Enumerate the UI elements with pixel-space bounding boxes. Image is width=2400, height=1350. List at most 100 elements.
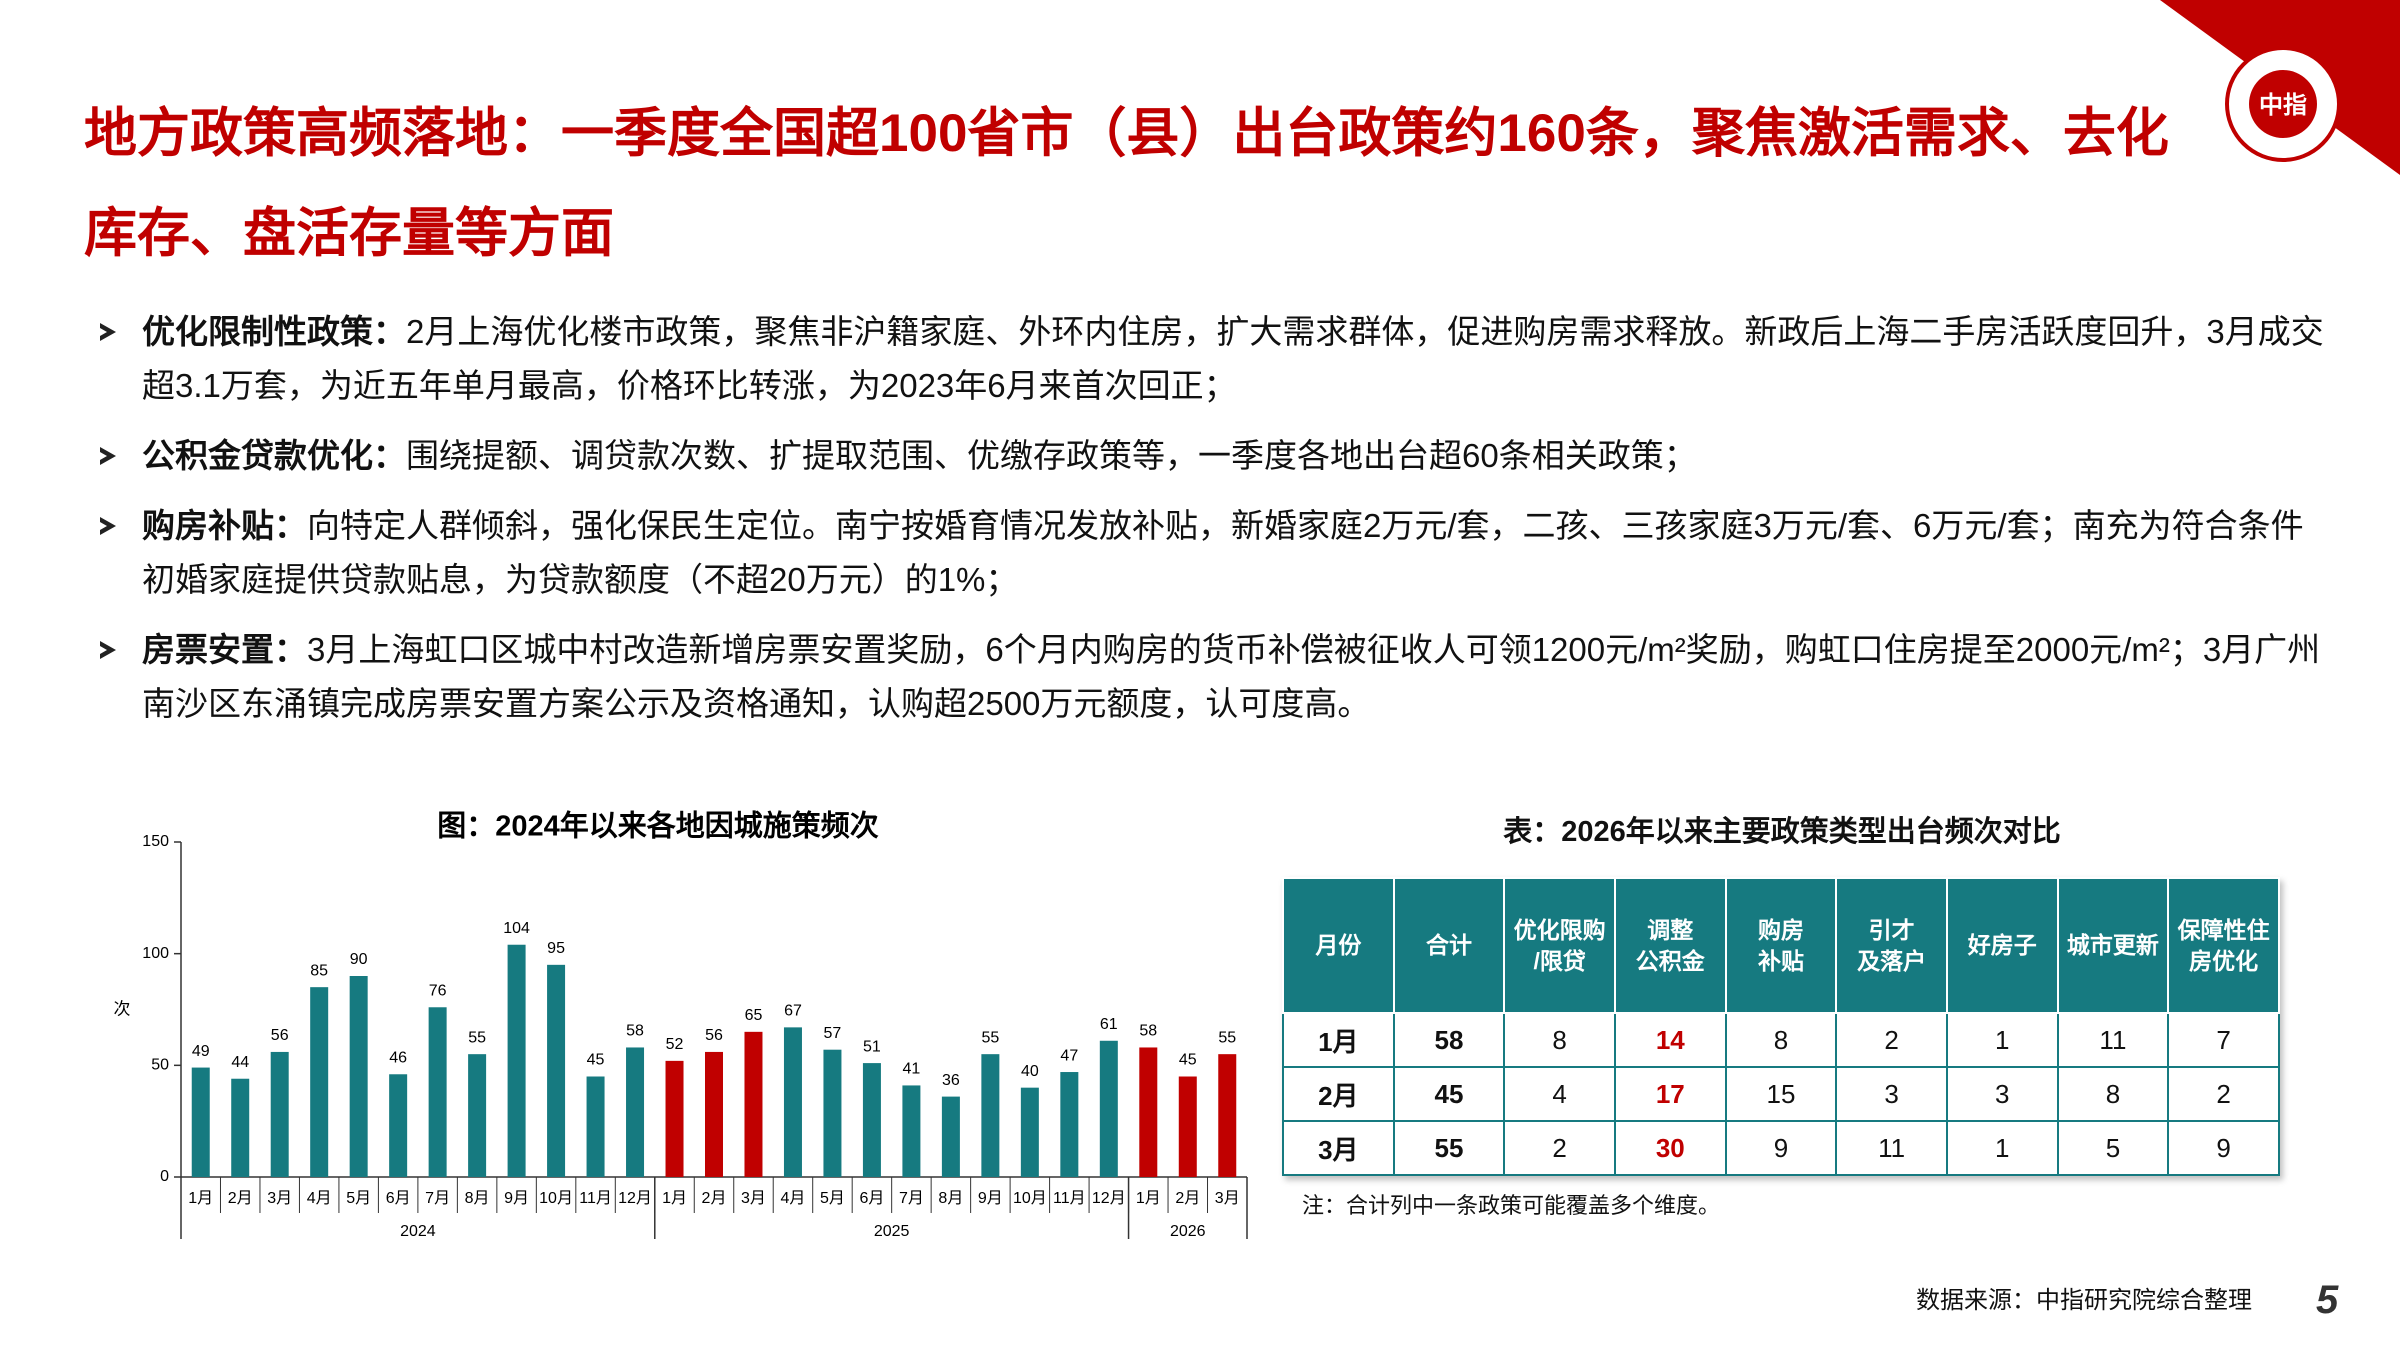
bullet-text: 3月上海虹口区城中村改造新增房票安置奖励，6个月内购房的货币补偿被征收人可领12… [142, 631, 2321, 722]
x-tick-label: 5月 [346, 1190, 371, 1207]
x-tick-label: 9月 [978, 1190, 1003, 1207]
data-label: 47 [1060, 1047, 1078, 1064]
bar [1020, 1087, 1039, 1177]
policy-table: 月份 合计 优化限购 /限贷 调整 公积金 购房 补贴 引才 及落户 好房子 城市更新 保障性住… [1282, 877, 2280, 1176]
table-cell: 1 [1945, 1120, 2059, 1176]
data-label: 46 [389, 1049, 407, 1066]
data-label: 76 [429, 982, 447, 999]
logo-text: 中指 [2259, 91, 2307, 119]
table-cell: 3 [1835, 1066, 1948, 1122]
table-row: 1月 58 8 14 8 2 1 11 7 [1282, 1012, 2280, 1068]
data-label: 49 [192, 1043, 210, 1060]
x-tick-label: 7月 [899, 1190, 924, 1207]
table-cell: 55 [1392, 1120, 1506, 1176]
x-tick-label: 10月 [539, 1190, 573, 1207]
bar [941, 1096, 960, 1177]
bar [705, 1051, 723, 1177]
bar [586, 1076, 605, 1177]
bullet-marker [100, 323, 116, 341]
table-cell: 1 [1945, 1012, 2059, 1068]
bar-chart: 图：2024年以来各地因城施策频次 次 0 50 100 150 1月 49 2月 44 3月 5… [114, 809, 1248, 1240]
bullet-marker [100, 447, 116, 465]
data-label: 85 [310, 962, 328, 979]
x-tick-label: 2月 [1175, 1190, 1200, 1207]
bar [547, 964, 566, 1177]
x-tick-label: 8月 [465, 1190, 490, 1207]
bar [389, 1074, 408, 1177]
data-label: 56 [705, 1027, 723, 1044]
data-label: 44 [231, 1054, 249, 1071]
table-cell: 1月 [1282, 1012, 1395, 1068]
data-label: 104 [503, 920, 530, 937]
bar [823, 1049, 842, 1177]
header-row: 月份 合计 优化限购 /限贷 调整 公积金 购房 补贴 引才 及落户 好房子 城市更新 保障性住… [1282, 877, 2280, 1014]
table-cell: 8 [2056, 1066, 2170, 1122]
header-cell: 城市更新 [2056, 877, 2170, 1014]
bar [191, 1067, 210, 1177]
table-cell: 8 [1503, 1012, 1616, 1068]
bar [1218, 1054, 1237, 1177]
bar [783, 1027, 802, 1177]
bar [744, 1031, 763, 1177]
x-tick-label: 3月 [267, 1190, 292, 1207]
header-cell: 月份 [1282, 877, 1395, 1014]
page-number: 5 [2316, 1278, 2339, 1322]
bar [1178, 1076, 1197, 1177]
bullet-item: 购房补贴：向特定人群倾斜，强化保民生定位。南宁按婚育情况发放补贴，新婚家庭2万元… [100, 499, 2330, 607]
x-tick-label: 1月 [1136, 1190, 1161, 1207]
data-label: 55 [468, 1029, 486, 1046]
x-tick-label: 7月 [425, 1190, 450, 1207]
table-cell: 45 [1392, 1066, 1506, 1122]
header-cell: 好房子 [1945, 877, 2059, 1014]
x-tick-label: 6月 [859, 1190, 884, 1207]
y-tick-label: 150 [142, 833, 169, 850]
x-tick-label: 11月 [1053, 1190, 1086, 1207]
bar [349, 976, 368, 1177]
table-note: 注：合计列中一条政策可能覆盖多个维度。 [1302, 1193, 1721, 1218]
data-label: 90 [350, 951, 368, 968]
bullet-item: 房票安置：3月上海虹口区城中村改造新增房票安置奖励，6个月内购房的货币补偿被征收… [100, 623, 2330, 731]
data-label: 45 [1179, 1052, 1197, 1069]
x-tick-label: 3月 [1215, 1190, 1240, 1207]
bullet-lead: 优化限制性政策： [142, 313, 406, 350]
bullet-item: 公积金贷款优化：围绕提额、调贷款次数、扩提取范围、优缴存政策等，一季度各地出台超… [100, 429, 2330, 483]
bullet-item: 优化限制性政策：2月上海优化楼市政策，聚焦非沪籍家庭、外环内住房，扩大需求群体，… [100, 305, 2330, 413]
table-cell: 7 [2167, 1012, 2280, 1068]
table-cell: 4 [1503, 1066, 1616, 1122]
header-cell: 合计 [1392, 877, 1506, 1014]
data-label: 55 [1218, 1029, 1236, 1046]
bullet-text: 2月上海优化楼市政策，聚焦非沪籍家庭、外环内住房，扩大需求群体，促进购房需求释放… [142, 313, 2324, 404]
bar [1060, 1072, 1079, 1177]
data-label: 41 [903, 1061, 921, 1078]
table-cell: 2 [2167, 1066, 2280, 1122]
bar [468, 1054, 487, 1177]
header-cell: 保障性住 房优化 [2167, 877, 2280, 1014]
table-cell: 58 [1392, 1012, 1506, 1068]
x-tick-label: 3月 [741, 1190, 766, 1207]
bullet-text: 围绕提额、调贷款次数、扩提取范围、优缴存政策等，一季度各地出台超60条相关政策； [406, 437, 1697, 474]
header-cell: 购房 补贴 [1724, 877, 1838, 1014]
bullet-marker [100, 641, 116, 659]
table-cell: 17 [1613, 1066, 1727, 1122]
bar [1099, 1040, 1118, 1177]
header-cell: 优化限购 /限贷 [1503, 877, 1616, 1014]
bullet-lead: 公积金贷款优化： [142, 437, 406, 474]
header-cell: 调整 公积金 [1613, 877, 1727, 1014]
bullet-list: 优化限制性政策：2月上海优化楼市政策，聚焦非沪籍家庭、外环内住房，扩大需求群体，… [100, 305, 2330, 747]
data-label: 55 [981, 1029, 999, 1046]
data-label: 95 [547, 940, 565, 957]
x-tick-label: 4月 [781, 1190, 806, 1207]
table-row: 2月 45 4 17 15 3 3 8 2 [1282, 1066, 2280, 1122]
table-cell: 5 [2056, 1120, 2170, 1176]
x-tick-label: 1月 [188, 1190, 213, 1207]
table-cell: 11 [1835, 1120, 1948, 1176]
table-row: 3月 55 2 30 9 11 1 5 9 [1282, 1120, 2280, 1176]
data-label: 51 [863, 1038, 881, 1055]
bar [665, 1060, 684, 1177]
x-tick-label: 4月 [307, 1190, 332, 1207]
data-label: 58 [1139, 1023, 1157, 1040]
table-cell: 15 [1724, 1066, 1838, 1122]
y-tick-label: 50 [151, 1057, 169, 1074]
x-tick-label: 1月 [662, 1190, 687, 1207]
table-cell: 30 [1613, 1120, 1727, 1176]
